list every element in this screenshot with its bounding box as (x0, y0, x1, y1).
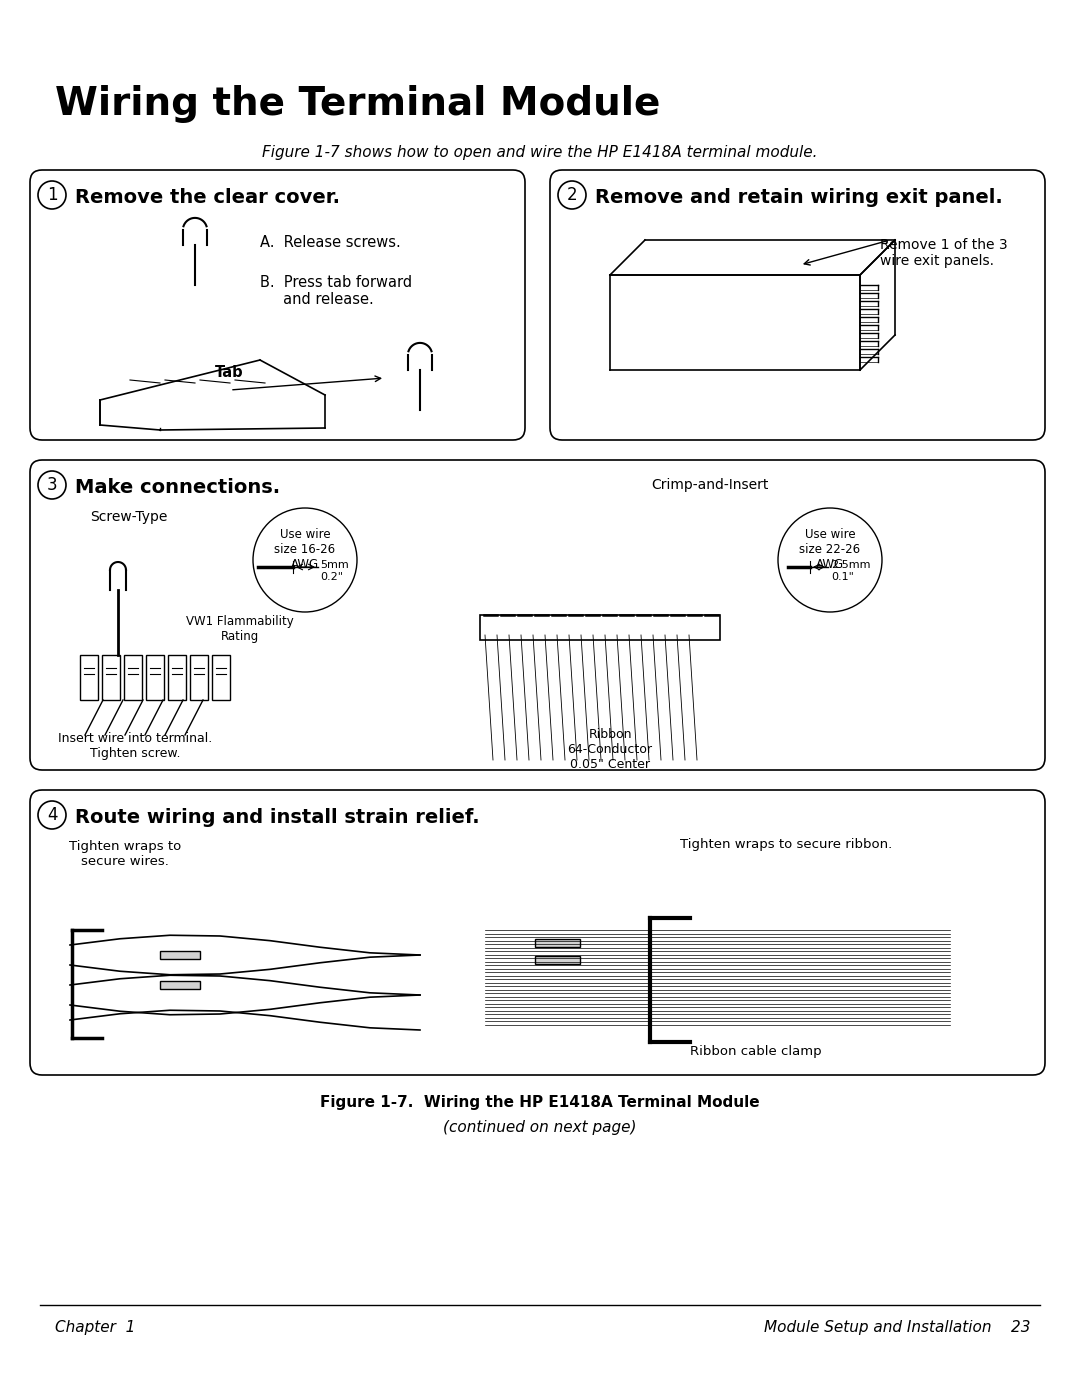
Text: Use wire
size 16-26
AWG: Use wire size 16-26 AWG (274, 528, 336, 571)
Text: Remove 1 of the 3
wire exit panels.: Remove 1 of the 3 wire exit panels. (880, 237, 1008, 268)
Text: Figure 1-7.  Wiring the HP E1418A Terminal Module: Figure 1-7. Wiring the HP E1418A Termina… (320, 1095, 760, 1111)
Text: A.  Release screws.: A. Release screws. (260, 235, 401, 250)
FancyBboxPatch shape (30, 789, 1045, 1076)
Text: Wiring the Terminal Module: Wiring the Terminal Module (55, 85, 660, 123)
Circle shape (778, 509, 882, 612)
Text: Route wiring and install strain relief.: Route wiring and install strain relief. (75, 807, 480, 827)
FancyBboxPatch shape (30, 460, 1045, 770)
Text: 2.5mm
0.1": 2.5mm 0.1" (831, 560, 870, 581)
Text: 4: 4 (46, 806, 57, 824)
Text: Ribbon
64-Conductor
0.05" Center: Ribbon 64-Conductor 0.05" Center (567, 728, 652, 771)
Polygon shape (535, 939, 580, 947)
Circle shape (558, 182, 586, 210)
Text: Tighten wraps to
secure wires.: Tighten wraps to secure wires. (69, 840, 181, 868)
Text: Tab: Tab (215, 365, 244, 380)
Text: (continued on next page): (continued on next page) (443, 1120, 637, 1134)
Text: Tighten wraps to secure ribbon.: Tighten wraps to secure ribbon. (680, 838, 892, 851)
Text: B.  Press tab forward
     and release.: B. Press tab forward and release. (260, 275, 413, 307)
Text: Chapter  1: Chapter 1 (55, 1320, 135, 1336)
FancyBboxPatch shape (550, 170, 1045, 440)
Text: VW1 Flammability
Rating: VW1 Flammability Rating (186, 615, 294, 643)
Polygon shape (535, 956, 580, 964)
Text: 3: 3 (46, 476, 57, 495)
Text: Crimp-and-Insert: Crimp-and-Insert (651, 478, 769, 492)
Polygon shape (160, 951, 200, 958)
Text: 1: 1 (46, 186, 57, 204)
Text: Screw-Type: Screw-Type (90, 510, 167, 524)
Polygon shape (160, 981, 200, 989)
Text: Remove the clear cover.: Remove the clear cover. (75, 189, 340, 207)
Text: Figure 1-7 shows how to open and wire the HP E1418A terminal module.: Figure 1-7 shows how to open and wire th… (262, 145, 818, 161)
Text: Ribbon cable clamp: Ribbon cable clamp (690, 1045, 822, 1058)
Circle shape (38, 800, 66, 828)
FancyBboxPatch shape (30, 170, 525, 440)
Circle shape (253, 509, 357, 612)
Circle shape (38, 182, 66, 210)
Text: Use wire
size 22-26
AWG: Use wire size 22-26 AWG (799, 528, 861, 571)
Text: Insert wire into terminal.
Tighten screw.: Insert wire into terminal. Tighten screw… (58, 732, 212, 760)
Text: Make connections.: Make connections. (75, 478, 280, 497)
Text: Remove and retain wiring exit panel.: Remove and retain wiring exit panel. (595, 189, 1002, 207)
Text: 5mm
0.2": 5mm 0.2" (320, 560, 349, 581)
Circle shape (38, 471, 66, 499)
Text: 2: 2 (567, 186, 578, 204)
Text: Module Setup and Installation    23: Module Setup and Installation 23 (764, 1320, 1030, 1336)
